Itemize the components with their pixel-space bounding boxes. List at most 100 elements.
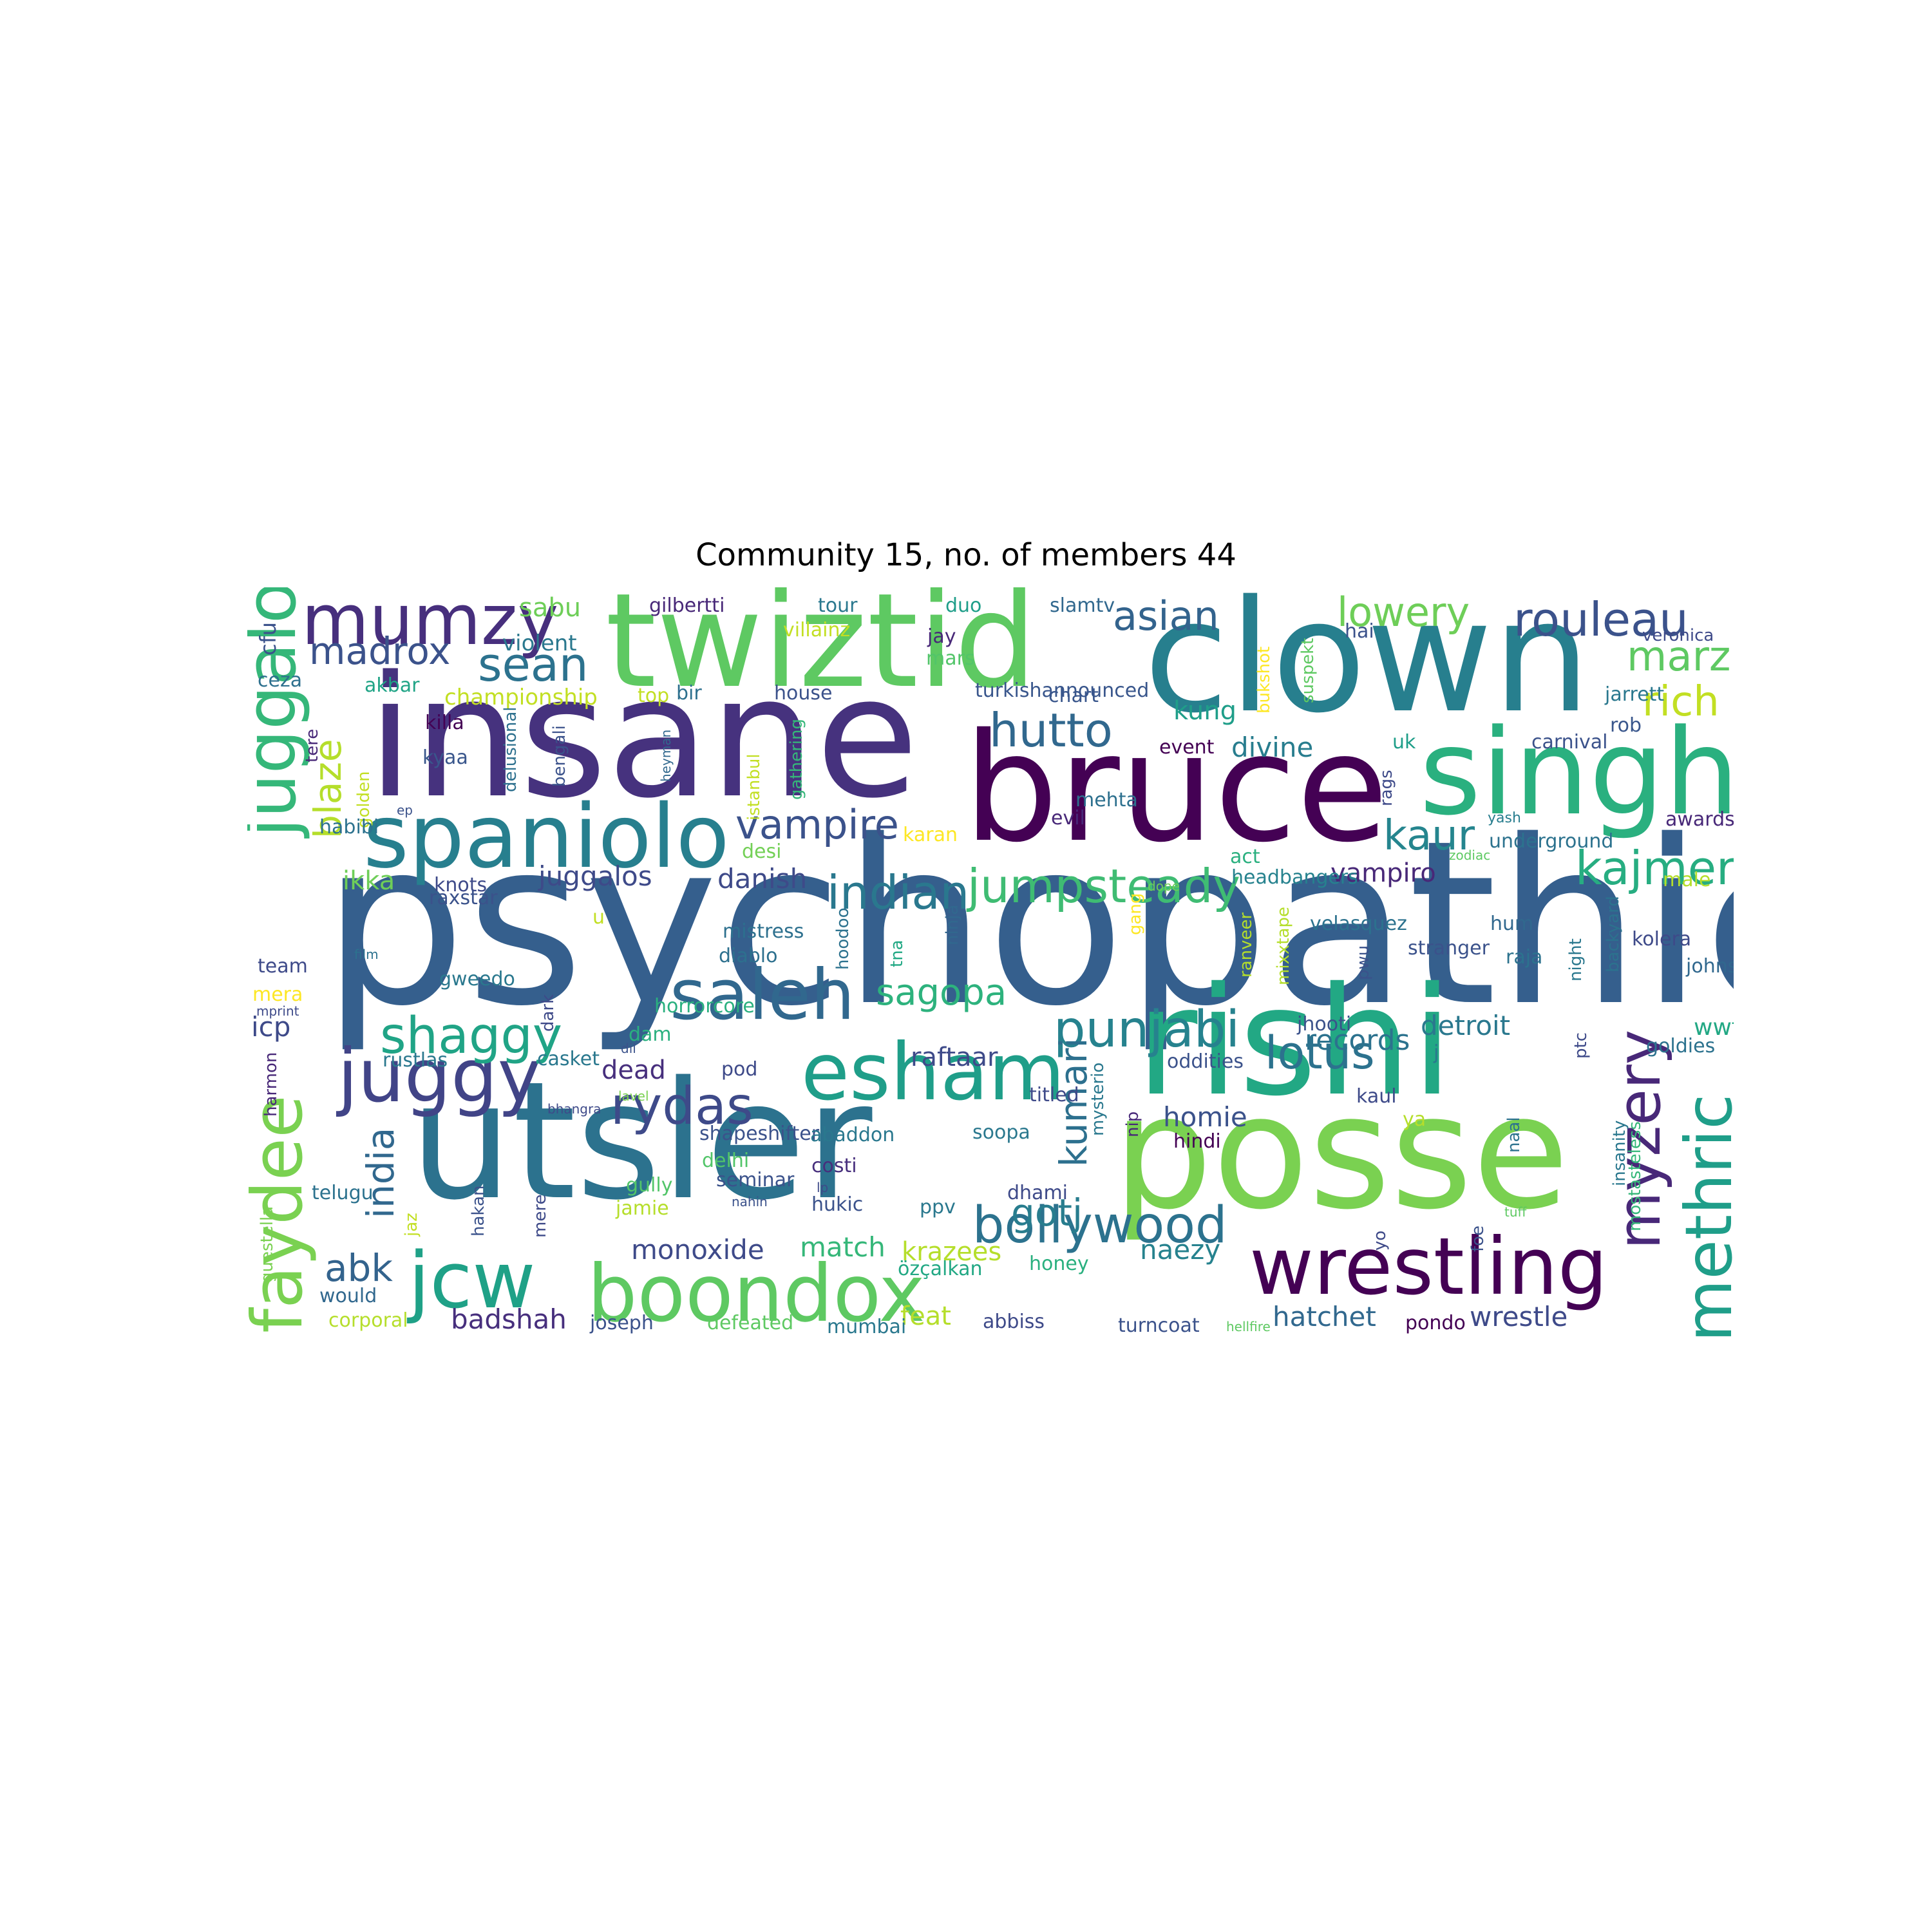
word: goldies: [1646, 1035, 1716, 1057]
word: team: [258, 955, 308, 978]
word: wrestling: [1249, 1221, 1608, 1312]
word: istanbul: [744, 753, 764, 820]
word: guestella: [258, 1206, 277, 1283]
word: posse: [1113, 1061, 1569, 1244]
word: sagopa: [876, 972, 1007, 1014]
word: nip: [1123, 1111, 1142, 1137]
word: bir: [676, 682, 702, 705]
word: juggalos: [538, 860, 652, 892]
chart-title: Community 15, no. of members 44: [696, 537, 1236, 573]
word: mera: [252, 983, 303, 1006]
word: film: [354, 947, 379, 962]
word: kajmer: [1575, 841, 1734, 895]
word: dead: [601, 1056, 666, 1085]
word: tuff: [1504, 1204, 1527, 1220]
word: tour: [818, 594, 858, 617]
word: dhami: [1007, 1182, 1068, 1204]
word: top: [638, 685, 670, 707]
word: records: [1305, 1024, 1410, 1057]
word: seminar: [716, 1169, 795, 1191]
word: ninja: [943, 904, 962, 945]
word: ptc: [1571, 1032, 1591, 1059]
word: gilbertti: [649, 594, 725, 617]
word: hellfire: [1226, 1319, 1271, 1334]
word: foe: [1468, 1225, 1488, 1252]
word: habibi: [319, 816, 379, 838]
word: jay: [927, 625, 956, 648]
word: hutto: [989, 703, 1113, 757]
word: duo: [945, 594, 982, 617]
word: gweedo: [439, 968, 515, 990]
word: mysterio: [1088, 1062, 1108, 1136]
word: suspekt: [1298, 638, 1318, 703]
word: kaul: [1356, 1085, 1397, 1108]
word: rich: [1642, 678, 1719, 726]
word: evil: [1051, 807, 1085, 829]
word: jhooti: [1297, 1013, 1352, 1036]
word: marz: [1627, 633, 1731, 681]
word: would: [319, 1285, 377, 1307]
word: detroit: [1421, 1010, 1511, 1041]
word: yash: [1488, 810, 1521, 826]
word: juggy: [337, 1033, 542, 1119]
word: wwf: [1694, 1014, 1734, 1041]
word: ppv: [920, 1196, 956, 1218]
word: rustlas: [383, 1049, 448, 1072]
word: defeated: [707, 1312, 794, 1334]
word: chart: [1048, 685, 1099, 707]
word: jumpsteady: [967, 859, 1240, 913]
word: pod: [721, 1058, 758, 1081]
word: gully: [626, 1174, 673, 1197]
word: yo: [1370, 1230, 1390, 1251]
word: bukshot: [1255, 646, 1274, 714]
word: mixxtape: [1274, 907, 1293, 985]
word: homie: [1163, 1101, 1247, 1133]
word: esham: [801, 1027, 1065, 1118]
word: night: [1566, 938, 1586, 981]
word: karan: [903, 824, 958, 846]
word: abaddon: [810, 1124, 895, 1146]
word: rouleau: [1513, 592, 1689, 647]
word: tere: [303, 728, 322, 762]
word: abk: [325, 1246, 393, 1290]
word: delusional: [501, 706, 520, 792]
word: mistress: [723, 920, 804, 943]
word: asian: [1113, 592, 1219, 639]
word-cloud: psychopathic insane clown utsler posse r…: [247, 587, 1734, 1338]
word: abbiss: [983, 1311, 1045, 1333]
word: divine: [1231, 732, 1314, 763]
word: kyaa: [422, 746, 468, 769]
word: bruce: [963, 701, 1388, 875]
word: utsler: [410, 1047, 873, 1236]
word: vampire: [735, 801, 899, 848]
word: lowery: [1337, 589, 1470, 636]
word: villainz: [783, 619, 851, 641]
word: nahin: [732, 1194, 768, 1209]
word: johnson: [1686, 955, 1734, 978]
word: rydas: [611, 1076, 753, 1136]
word: turncoat: [1118, 1314, 1200, 1337]
word: uk: [1392, 731, 1416, 753]
word: jaz: [402, 1213, 421, 1236]
word: event: [1159, 736, 1215, 759]
word: hakan: [469, 1185, 488, 1236]
word: shaggy: [380, 1007, 563, 1065]
word: ikka: [343, 866, 395, 896]
word: desi: [742, 840, 782, 863]
word: punjabi: [1054, 1001, 1240, 1059]
word: zodiac: [1449, 848, 1491, 863]
word: sean: [478, 638, 589, 692]
word: heyman: [658, 729, 674, 782]
word: harmon: [261, 1052, 281, 1117]
word: honey: [1029, 1253, 1089, 1275]
word: mere: [531, 1194, 550, 1238]
word: horrorcore: [654, 995, 755, 1018]
word: awards: [1665, 808, 1734, 831]
word: gathering: [787, 718, 806, 800]
word: indian: [827, 866, 970, 920]
word: titled: [1029, 1084, 1079, 1106]
word: feat: [900, 1302, 951, 1331]
word: lotus: [1265, 1027, 1375, 1079]
word: gang: [1126, 893, 1145, 935]
word: hum: [1490, 913, 1534, 935]
